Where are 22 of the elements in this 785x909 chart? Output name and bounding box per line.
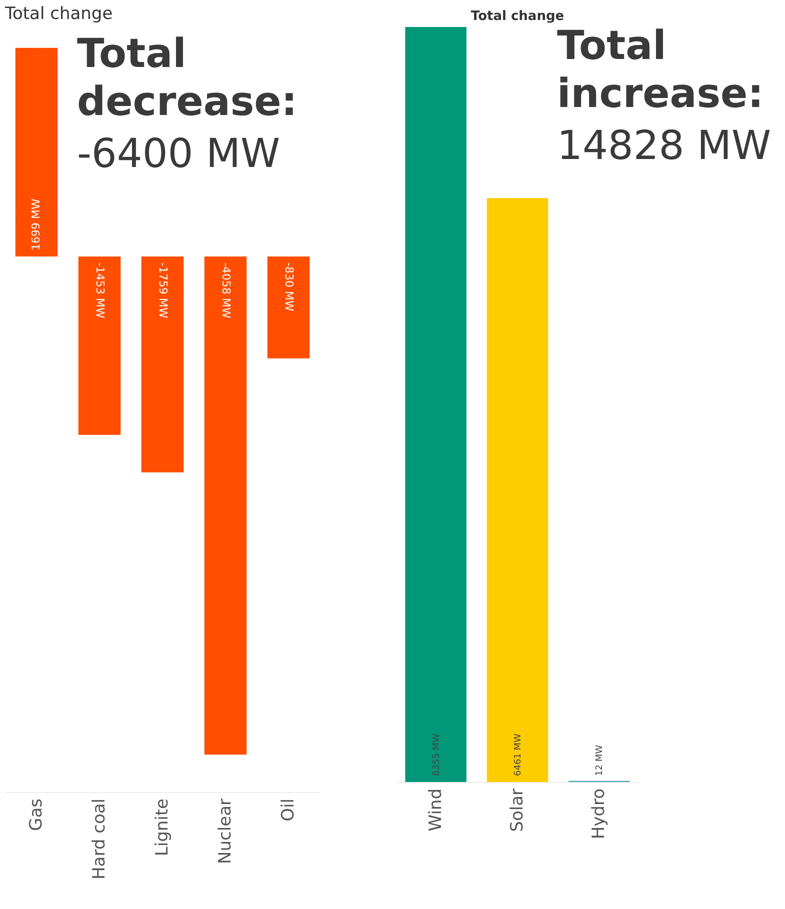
data-label: 1699 MW (30, 198, 42, 250)
annotation: 14828 MW (557, 123, 772, 169)
data-label: -4058 MW (220, 262, 232, 318)
x-tick-label: Wind (426, 788, 446, 832)
x-tick-label: Hydro (589, 788, 610, 840)
annotation: Total decrease: (77, 31, 298, 125)
annotation: -6400 MW (77, 131, 280, 177)
data-label: 12 MW (595, 744, 606, 776)
x-tick-label: Gas (26, 798, 46, 831)
data-label: -830 MW (282, 262, 296, 312)
x-tick-label: Nuclear (216, 798, 236, 864)
x-tick-label: Solar (508, 788, 528, 832)
data-label: 6461 MW (514, 733, 524, 776)
x-tick-label: Lignite (152, 798, 172, 856)
x-tick-label: Oil (278, 798, 298, 822)
x-tick-label: Hard coal (90, 798, 110, 880)
annotation: Total increase: (557, 23, 764, 117)
chart-title: Total change (4, 4, 113, 24)
chart-title: Total change (470, 9, 564, 24)
data-label: -1453 MW (94, 262, 106, 318)
data-label: 8355 MW (432, 733, 442, 776)
data-label: -1759 MW (156, 262, 170, 318)
